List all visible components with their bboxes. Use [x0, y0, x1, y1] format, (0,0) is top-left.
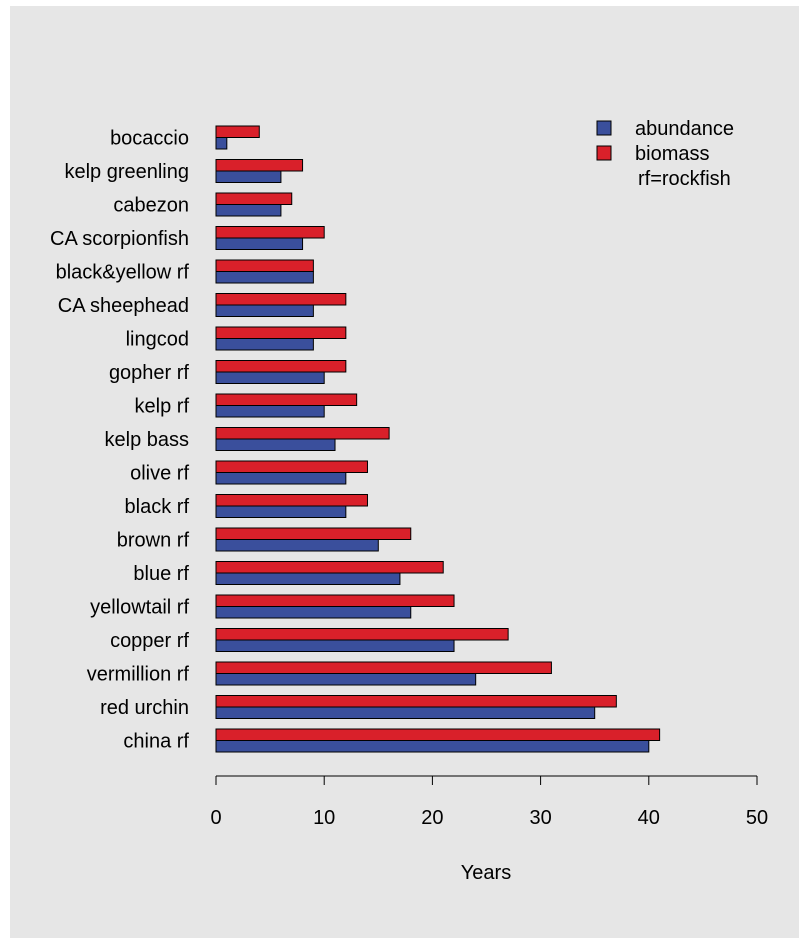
bar-biomass	[215, 192, 293, 205]
bar-abundance	[215, 539, 379, 552]
category-label: blue rf	[133, 563, 189, 585]
bar-biomass	[215, 728, 661, 741]
bar-biomass	[215, 494, 368, 507]
category-label: black&yellow rf	[56, 262, 190, 284]
legend-note: rf=rockfish	[638, 168, 731, 190]
x-tick-label: 10	[313, 807, 335, 829]
plot-background	[10, 6, 799, 938]
bar-biomass	[215, 159, 304, 172]
bar-biomass	[215, 326, 347, 339]
category-label: CA sheephead	[58, 295, 189, 317]
category-label: china rf	[123, 731, 189, 753]
bar-biomass	[215, 259, 314, 272]
x-tick-label: 40	[638, 807, 660, 829]
category-label: CA scorpionfish	[50, 228, 189, 250]
bar-abundance	[215, 204, 282, 217]
bar-biomass	[215, 293, 347, 306]
category-label: bocaccio	[110, 128, 189, 150]
x-tick-label: 20	[421, 807, 443, 829]
legend-label: biomass	[635, 143, 709, 165]
category-labels: bocaccio kelp greenling cabezon CA scorpion…	[50, 128, 189, 753]
bar-biomass	[215, 527, 412, 540]
bar-abundance	[215, 472, 347, 485]
bar-biomass	[215, 226, 325, 239]
x-tick-label: 0	[210, 807, 221, 829]
category-label: black rf	[125, 496, 190, 518]
legend-label: abundance	[635, 118, 734, 140]
category-label: olive rf	[130, 463, 189, 485]
bar-abundance	[215, 438, 336, 451]
x-axis: 0 10 20 30 40 50	[210, 775, 768, 829]
legend-swatch	[596, 145, 612, 161]
legend: abundance biomass rf=rockfish	[596, 118, 734, 190]
bar-abundance	[215, 237, 304, 250]
bar-biomass	[215, 561, 444, 574]
legend-swatch	[596, 120, 612, 136]
category-label: red urchin	[100, 697, 189, 719]
category-label: yellowtail rf	[90, 597, 189, 619]
bar-abundance	[215, 137, 228, 150]
category-label: kelp rf	[135, 396, 190, 418]
bar-abundance	[215, 170, 282, 183]
bars-layer	[215, 125, 661, 753]
bar-biomass	[215, 125, 260, 138]
bar-abundance	[215, 271, 314, 284]
bar-biomass	[215, 427, 390, 440]
category-label: lingcod	[126, 329, 189, 351]
x-tick-label: 50	[746, 807, 768, 829]
bar-abundance	[215, 572, 401, 585]
bar-abundance	[215, 673, 477, 686]
bar-biomass	[215, 360, 347, 373]
category-label: kelp greenling	[64, 161, 189, 183]
category-label: kelp bass	[105, 429, 190, 451]
bar-abundance	[215, 304, 314, 317]
bar-abundance	[215, 371, 325, 384]
category-label: brown rf	[117, 530, 190, 552]
x-axis-label: Years	[461, 862, 511, 884]
bar-abundance	[215, 706, 596, 719]
bar-abundance	[215, 639, 455, 652]
bar-biomass	[215, 695, 617, 708]
bar-abundance	[215, 740, 650, 753]
bar-biomass	[215, 628, 509, 641]
category-label: copper rf	[110, 630, 189, 652]
bar-abundance	[215, 405, 325, 418]
category-label: vermillion rf	[87, 664, 190, 686]
bar-biomass	[215, 661, 552, 674]
bar-biomass	[215, 594, 455, 607]
bar-abundance	[215, 338, 314, 351]
x-tick-label: 30	[529, 807, 551, 829]
category-label: cabezon	[113, 195, 189, 217]
bar-abundance	[215, 606, 412, 619]
category-label: gopher rf	[109, 362, 189, 384]
bar-abundance	[215, 505, 347, 518]
bar-biomass	[215, 460, 368, 473]
bar-biomass	[215, 393, 358, 406]
